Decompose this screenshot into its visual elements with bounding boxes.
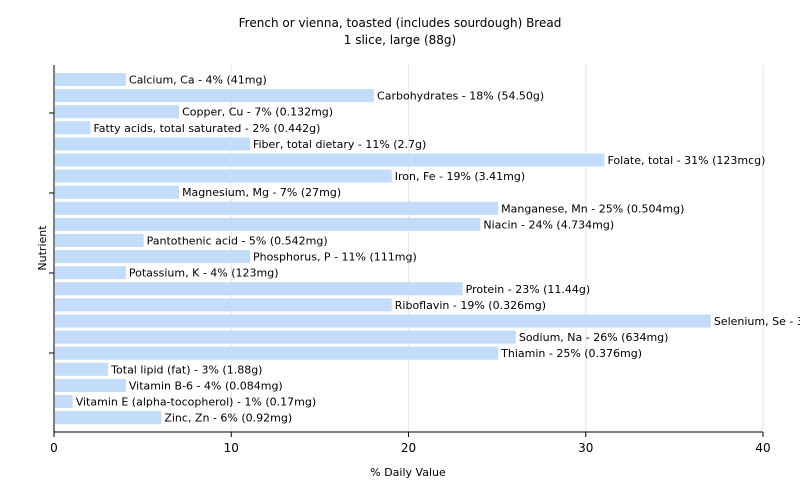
bar-21: [55, 395, 73, 408]
bar-10: [55, 217, 481, 231]
bar-label-5: Fiber, total dietary - 11% (2.7g): [253, 138, 426, 151]
bar-label-6: Folate, total - 31% (123mcg): [607, 154, 765, 167]
bar-label-19: Total lipid (fat) - 3% (1.88g): [110, 363, 262, 376]
bar-label-20: Vitamin B-6 - 4% (0.084mg): [129, 379, 283, 392]
bar-label-2: Carbohydrates - 18% (54.50g): [377, 90, 544, 103]
bar-label-16: Selenium, Se - 37% (26.1mcg): [714, 315, 800, 328]
bar-14: [55, 282, 463, 296]
bar-13: [55, 266, 126, 280]
bar-label-4: Fatty acids, total saturated - 2% (0.442…: [93, 122, 320, 135]
x-tick-label-2: 20: [401, 441, 416, 455]
bar-16: [55, 314, 711, 328]
bar-7: [55, 169, 392, 183]
bar-6: [55, 153, 605, 167]
x-tick-label-4: 40: [755, 441, 770, 455]
bar-label-22: Zinc, Zn - 6% (0.92mg): [164, 412, 292, 425]
bar-3: [55, 105, 180, 119]
grid-lines: [230, 65, 764, 432]
bar-label-13: Potassium, K - 4% (123mg): [129, 267, 279, 280]
bar-8: [55, 185, 180, 199]
bar-2: [55, 89, 375, 103]
bar-1: [55, 73, 126, 86]
bar-18: [55, 346, 499, 360]
bar-label-9: Manganese, Mn - 25% (0.504mg): [501, 202, 684, 215]
x-tick-label-1: 10: [224, 441, 239, 455]
bar-5: [55, 137, 250, 151]
bar-label-10: Niacin - 24% (4.734mg): [483, 218, 614, 231]
chart-subtitle: 1 slice, large (88g): [344, 33, 456, 47]
x-tick-label-0: 0: [50, 441, 58, 455]
bar-17: [55, 330, 516, 344]
y-axis-label: Nutrient: [36, 225, 49, 271]
bar-label-8: Magnesium, Mg - 7% (27mg): [182, 186, 341, 199]
bar-19: [55, 362, 109, 376]
bar-4: [55, 121, 91, 135]
axes: 0 10 20 30 40: [49, 65, 771, 455]
bar-label-21: Vitamin E (alpha-tocopherol) - 1% (0.17m…: [76, 396, 316, 409]
bar-label-3: Copper, Cu - 7% (0.132mg): [182, 106, 333, 119]
bar-15: [55, 298, 392, 312]
bar-11: [55, 234, 144, 247]
bar-label-15: Riboflavin - 19% (0.326mg): [395, 299, 546, 312]
x-tick-label-3: 30: [578, 441, 593, 455]
bar-label-12: Phosphorus, P - 11% (111mg): [253, 251, 417, 264]
bar-label-7: Iron, Fe - 19% (3.41mg): [395, 170, 525, 183]
bar-9: [55, 201, 499, 215]
chart-title: French or vienna, toasted (includes sour…: [239, 16, 562, 30]
bar-22: [55, 411, 162, 425]
bar-label-1: Calcium, Ca - 4% (41mg): [129, 74, 267, 87]
bar-label-11: Pantothenic acid - 5% (0.542mg): [147, 235, 328, 248]
bar-label-14: Protein - 23% (11.44g): [466, 283, 591, 296]
x-axis-label: % Daily Value: [370, 466, 446, 479]
bar-label-17: Sodium, Na - 26% (634mg): [519, 331, 669, 344]
bar-12: [55, 250, 250, 264]
bar-label-18: Thiamin - 25% (0.376mg): [500, 347, 642, 360]
bars: Calcium, Ca - 4% (41mg) Carbohydrates - 1…: [55, 73, 800, 425]
bar-20: [55, 378, 126, 392]
